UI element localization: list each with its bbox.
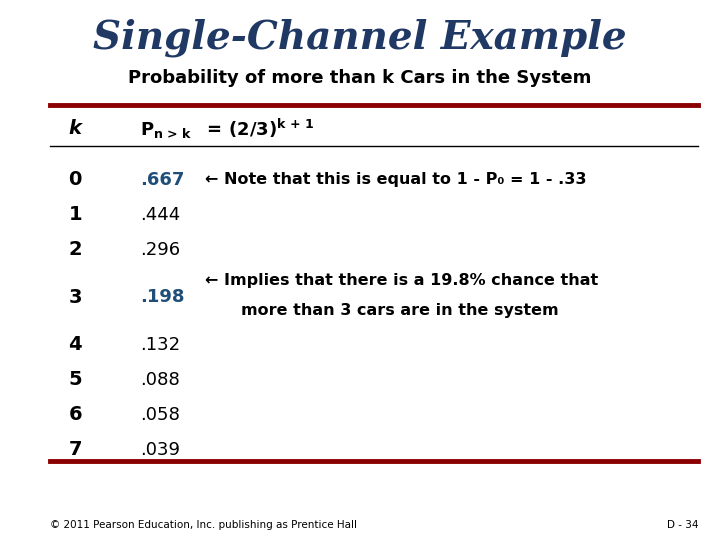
Text: .039: .039 <box>140 441 181 459</box>
Text: 4: 4 <box>68 335 82 354</box>
Text: © 2011 Pearson Education, Inc. publishing as Prentice Hall: © 2011 Pearson Education, Inc. publishin… <box>50 520 357 530</box>
Text: $\bfit{k}$: $\bfit{k}$ <box>68 119 84 138</box>
Text: 5: 5 <box>68 370 82 389</box>
Text: .058: .058 <box>140 406 180 424</box>
Text: .667: .667 <box>140 171 185 188</box>
Text: 1: 1 <box>68 205 82 224</box>
Text: Single-Channel Example: Single-Channel Example <box>93 19 627 57</box>
Text: 7: 7 <box>68 440 82 460</box>
Text: .444: .444 <box>140 206 181 224</box>
Text: 0: 0 <box>68 170 82 189</box>
Text: Probability of more than k Cars in the System: Probability of more than k Cars in the S… <box>128 69 592 87</box>
Text: .132: .132 <box>140 335 181 354</box>
Text: 2: 2 <box>68 240 82 259</box>
Text: ← Note that this is equal to 1 - P₀ = 1 - .33: ← Note that this is equal to 1 - P₀ = 1 … <box>205 172 587 187</box>
Text: more than 3 cars are in the system: more than 3 cars are in the system <box>241 303 559 318</box>
Text: .198: .198 <box>140 288 185 306</box>
Text: D - 34: D - 34 <box>667 520 698 530</box>
Text: .088: .088 <box>140 370 180 389</box>
Text: 3: 3 <box>68 288 82 307</box>
Text: .296: .296 <box>140 241 181 259</box>
Text: $\mathbf{P_{n\,>\,k}}$  $\mathbf{=\,(2/3)^{k\,+\,1}}$: $\mathbf{P_{n\,>\,k}}$ $\mathbf{=\,(2/3)… <box>140 117 315 140</box>
Text: 6: 6 <box>68 405 82 424</box>
Text: ← Implies that there is a 19.8% chance that: ← Implies that there is a 19.8% chance t… <box>205 273 598 288</box>
